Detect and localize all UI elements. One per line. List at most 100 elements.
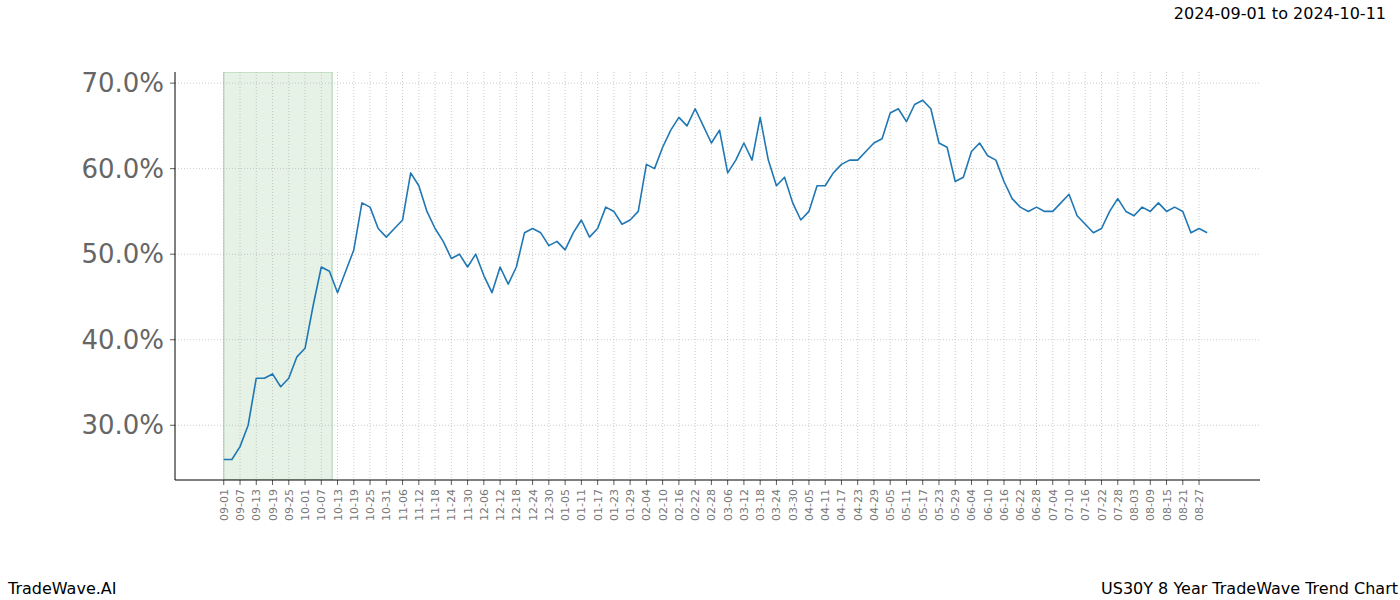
grid-line-x [337, 72, 338, 480]
grid-line-x [500, 72, 501, 480]
x-tick-label: 05-05 [884, 489, 897, 521]
x-tick-label: 09-25 [283, 489, 296, 521]
grid-line-x [272, 72, 273, 480]
x-tick-label: 02-22 [689, 489, 702, 521]
x-tick [890, 480, 891, 485]
x-tick-label: 03-12 [738, 489, 751, 521]
x-tick-label: 07-28 [1112, 489, 1125, 521]
x-tick-label: 01-23 [608, 489, 621, 521]
y-tick-label: 50.0% [81, 239, 164, 269]
x-tick [467, 480, 468, 485]
x-tick-label: 03-30 [787, 489, 800, 521]
x-tick-label: 09-19 [267, 489, 280, 521]
x-tick [971, 480, 972, 485]
x-tick [613, 480, 614, 485]
x-tick-label: 08-27 [1193, 489, 1206, 521]
x-tick [418, 480, 419, 485]
grid-line-x [1150, 72, 1151, 480]
x-tick-label: 01-29 [624, 489, 637, 521]
grid-line-x [305, 72, 306, 480]
chart: 09-0109-0709-1309-1909-2510-0110-0710-13… [0, 0, 1400, 600]
grid-line-x [743, 72, 744, 480]
x-tick-label: 08-15 [1161, 489, 1174, 521]
x-tick-label: 07-10 [1063, 489, 1076, 521]
grid-line-x [402, 72, 403, 480]
x-tick [483, 480, 484, 485]
grid-line-x [386, 72, 387, 480]
x-tick-label: 03-06 [722, 489, 735, 521]
x-tick-label: 11-06 [397, 489, 410, 521]
x-tick [288, 480, 289, 485]
x-tick-label: 04-29 [868, 489, 881, 521]
x-tick [841, 480, 842, 485]
grid-line-x [987, 72, 988, 480]
x-tick-label: 09-01 [218, 489, 231, 521]
x-tick [938, 480, 939, 485]
x-tick-label: 10-31 [380, 489, 393, 521]
highlight-group [224, 72, 332, 480]
grid-line-x [938, 72, 939, 480]
x-tick [695, 480, 696, 485]
grid-line-x [1069, 72, 1070, 480]
title: US30Y 8 Year TradeWave Trend Chart [1101, 579, 1398, 598]
x-tick-label: 10-01 [299, 489, 312, 521]
x-tick [548, 480, 549, 485]
grid-line-x [597, 72, 598, 480]
grid-line-y [175, 425, 1260, 426]
trend-line [224, 100, 1207, 459]
x-tick-label: 02-10 [657, 489, 670, 521]
grid-line-x [223, 72, 224, 480]
x-tick-label: 08-21 [1177, 489, 1190, 521]
grid-line-y [175, 83, 1260, 84]
x-tick-label: 07-16 [1079, 489, 1092, 521]
grid-line-x [1085, 72, 1086, 480]
x-tick-label: 11-24 [445, 489, 458, 521]
x-tick-label: 12-30 [543, 489, 556, 521]
x-tick [565, 480, 566, 485]
x-tick-label: 01-17 [592, 489, 605, 521]
grid-line-x [922, 72, 923, 480]
x-tick [1150, 480, 1151, 485]
x-axis [175, 480, 1260, 481]
x-tick-label: 06-28 [1030, 489, 1043, 521]
x-tick [955, 480, 956, 485]
x-tick [256, 480, 257, 485]
grid-line-x [857, 72, 858, 480]
grid-line-x [678, 72, 679, 480]
grid-line-x [467, 72, 468, 480]
x-tick-label: 06-10 [982, 489, 995, 521]
grid-line-y [175, 339, 1260, 340]
grid-line-x [321, 72, 322, 480]
grid-line-x [370, 72, 371, 480]
x-tick [646, 480, 647, 485]
x-tick [337, 480, 338, 485]
x-tick-label: 12-24 [527, 489, 540, 521]
x-tick-label: 01-05 [559, 489, 572, 521]
y-axis [175, 72, 176, 480]
x-tick [272, 480, 273, 485]
x-tick-label: 12-12 [494, 489, 507, 521]
x-tick-label: 03-18 [754, 489, 767, 521]
x-tick-label: 10-07 [315, 489, 328, 521]
x-tick-label: 06-04 [965, 489, 978, 521]
grid-line-x [1199, 72, 1200, 480]
grid-line-y [175, 168, 1260, 169]
grid-line-x [613, 72, 614, 480]
x-tick-label: 07-22 [1096, 489, 1109, 521]
x-tick [1134, 480, 1135, 485]
grid-line-x [1182, 72, 1183, 480]
x-tick-label: 04-05 [803, 489, 816, 521]
x-tick [711, 480, 712, 485]
y-tick-label: 70.0% [81, 68, 164, 98]
grid-line-x [435, 72, 436, 480]
grid-line-x [1134, 72, 1135, 480]
x-tick-label: 05-17 [917, 489, 930, 521]
x-tick [1199, 480, 1200, 485]
x-tick-label: 08-03 [1128, 489, 1141, 521]
x-tick-label: 02-04 [640, 489, 653, 521]
source: TradeWave.AI [7, 579, 116, 598]
grid-line-x [1052, 72, 1053, 480]
grid-line-x [792, 72, 793, 480]
x-tick [516, 480, 517, 485]
grid-line-x [630, 72, 631, 480]
